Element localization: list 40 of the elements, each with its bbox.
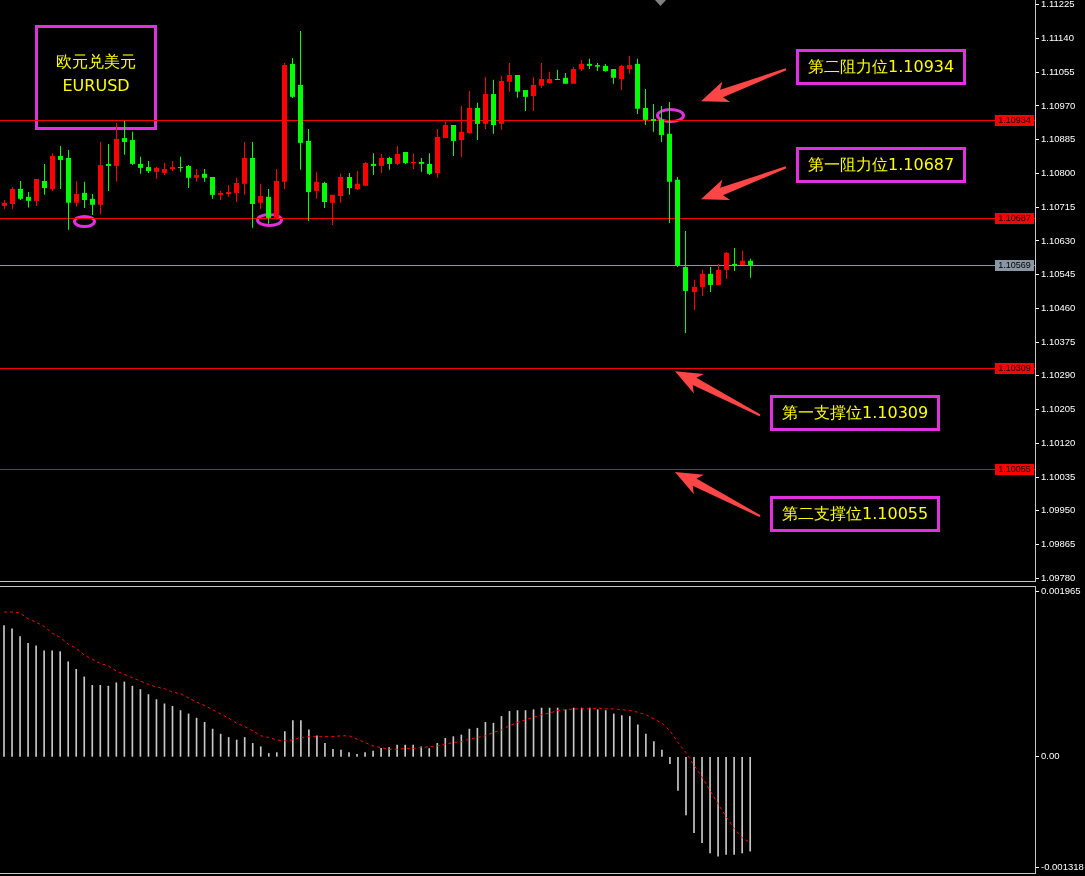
line-series (3, 611, 751, 844)
ref-line-label: 1.10934 (998, 115, 1031, 126)
ref-line-label: 1.10309 (998, 363, 1031, 374)
y-tick-label: 1.09865 (1041, 538, 1076, 550)
candlestick (58, 146, 63, 189)
candlestick (371, 153, 376, 176)
candlestick (178, 156, 183, 172)
y-tick-label: 1.10715 (1041, 200, 1076, 212)
ref-line-label: 1.10569 (998, 260, 1031, 271)
y-tick-label: 1.09950 (1041, 504, 1076, 516)
y-tick-label: 1.09780 (1041, 571, 1076, 583)
y-tick-label: 1.10460 (1041, 301, 1076, 313)
y-tick-label: 1.11140 (1041, 32, 1074, 44)
annotation: 第一阻力位1.10687 (808, 155, 955, 176)
y-tick-label: 1.10970 (1041, 99, 1076, 111)
y-tick-label: -0.001318 (1041, 861, 1084, 873)
y-tick-label: 1.10800 (1041, 167, 1076, 179)
y-tick-label: 1.10630 (1041, 234, 1076, 246)
y-tick-label: 1.10035 (1041, 470, 1076, 482)
ref-line-label: 1.10055 (998, 464, 1031, 475)
text: EURUSD (62, 76, 130, 96)
y-tick-label: 1.10375 (1041, 335, 1076, 347)
y-tick-label: 1.10205 (1041, 403, 1076, 415)
y-tick-label: 1.10290 (1041, 369, 1076, 381)
ref-line-label: 1.10687 (998, 213, 1031, 224)
y-tick-label: 1.10885 (1041, 133, 1076, 145)
y-tick-label: 1.10120 (1041, 436, 1076, 448)
annotation: 第一支撑位1.10309 (782, 403, 929, 424)
text: 欧元兑美元 (56, 52, 136, 72)
candlestick (732, 248, 737, 272)
y-tick-label: 1.10545 (1041, 268, 1076, 280)
y-tick-label: 0.00 (1041, 750, 1060, 762)
y-tick-label: 1.11225 (1041, 0, 1075, 10)
annotation: 第二阻力位1.10934 (808, 57, 955, 78)
candlestick (651, 103, 656, 132)
candlestick (106, 144, 111, 191)
y-tick-label: 1.11055 (1041, 65, 1075, 77)
candlestick (555, 69, 560, 80)
annotation: 第二支撑位1.10055 (782, 504, 929, 525)
y-tick-label: 0.001965 (1041, 585, 1081, 597)
